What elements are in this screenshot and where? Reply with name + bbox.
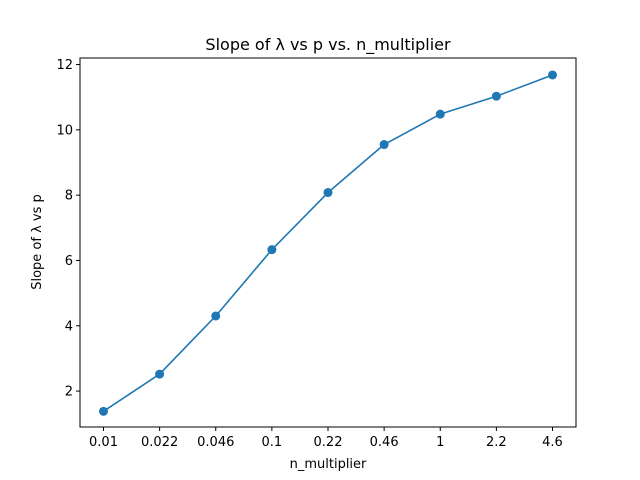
series-layer <box>99 70 557 416</box>
y-tick-label: 10 <box>56 123 73 138</box>
y-tick-label: 12 <box>56 58 73 73</box>
x-tick-label: 0.46 <box>370 435 399 450</box>
plot-area-frame <box>79 57 577 428</box>
x-tick-label: 0.22 <box>314 435 343 450</box>
y-axis-ticks: 2 4 6 8 10 12 <box>56 58 80 400</box>
x-tick-label: 1 <box>436 435 444 450</box>
x-tick-label: 0.1 <box>262 435 283 450</box>
data-point <box>435 109 445 119</box>
chart-title: Slope of λ vs p vs. n_multiplier <box>205 35 451 55</box>
x-tick-label: 0.046 <box>197 435 234 450</box>
y-tick-label: 4 <box>65 319 73 334</box>
x-axis-label: n_multiplier <box>290 457 367 472</box>
y-tick-label: 8 <box>65 189 73 204</box>
y-tick-label: 2 <box>65 385 73 400</box>
x-tick-label: 4.6 <box>542 435 563 450</box>
x-tick-label: 0.01 <box>89 435 118 450</box>
y-axis-label: Slope of λ vs p <box>30 194 45 290</box>
series-line <box>103 74 553 412</box>
data-point <box>155 369 165 379</box>
x-tick-label: 2.2 <box>486 435 507 450</box>
y-tick-label: 6 <box>65 254 73 269</box>
data-point <box>211 311 221 321</box>
x-axis-ticks: 0.01 0.022 0.046 0.1 0.22 0.46 1 2.2 4.6 <box>89 427 563 450</box>
data-point <box>491 91 501 101</box>
data-point <box>379 140 389 150</box>
data-point <box>548 70 557 80</box>
data-point <box>99 406 108 416</box>
data-point <box>267 245 277 255</box>
data-point <box>323 188 333 198</box>
x-tick-label: 0.022 <box>141 435 178 450</box>
